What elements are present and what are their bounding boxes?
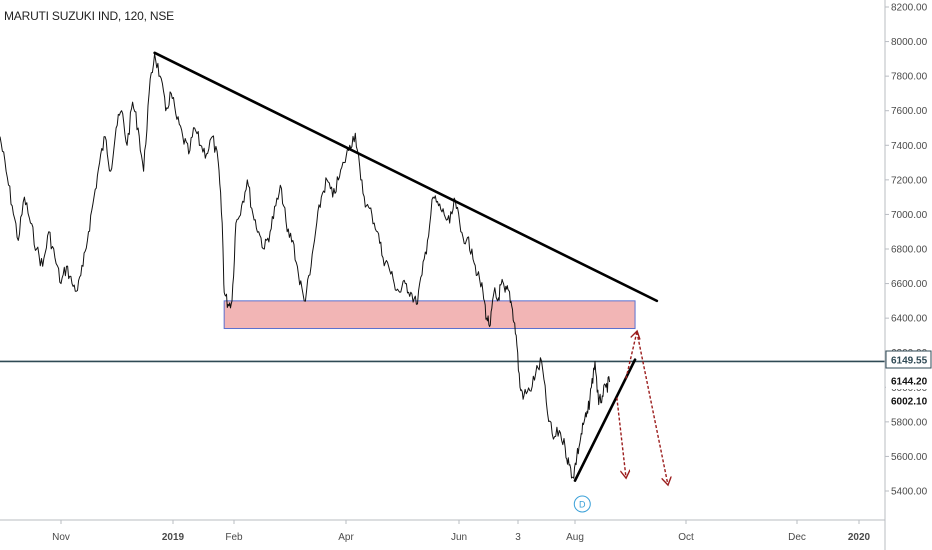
projection-arrow xyxy=(616,397,626,478)
y-tick-label: 6800.00 xyxy=(891,245,928,256)
y-tick-label: 5800.00 xyxy=(891,417,928,428)
trendline xyxy=(153,51,659,303)
price-label-value: 6149.55 xyxy=(891,356,928,367)
trendline xyxy=(573,358,637,482)
projection-arrow xyxy=(636,331,668,484)
price-label-bg xyxy=(885,350,932,369)
y-tick-label: 7400.00 xyxy=(891,141,928,152)
price-label-bg xyxy=(886,392,931,409)
x-tick-label: 2020 xyxy=(848,532,871,543)
event-marker-layer: D xyxy=(573,495,591,513)
price-label-layer: 6149.55 6144.20 6002.10 xyxy=(885,350,932,409)
y-tick-label: 7000.00 xyxy=(891,210,928,221)
projection-arrow xyxy=(625,332,637,379)
y-tick-label: 5600.00 xyxy=(891,452,928,463)
y-tick-label: 7800.00 xyxy=(891,72,928,83)
price-label-bg xyxy=(886,372,931,389)
trendline-layer xyxy=(153,51,659,482)
price-label: 6002.10 xyxy=(886,392,931,409)
y-tick-label: 8200.00 xyxy=(891,3,928,14)
x-tick-label: 3 xyxy=(515,532,521,543)
y-tick-label: 8000.00 xyxy=(891,37,928,48)
price-label-value: 6144.20 xyxy=(891,377,928,388)
dividend-marker xyxy=(573,495,591,513)
y-tick-label: 6400.00 xyxy=(891,314,928,325)
x-tick-label: Apr xyxy=(338,532,354,543)
price-series-line xyxy=(0,53,611,479)
y-tick-label: 7600.00 xyxy=(891,106,928,117)
support-zone xyxy=(223,300,636,330)
support-zone-layer xyxy=(223,300,636,330)
price-label: 6149.55 xyxy=(885,350,932,369)
price-label-value: 6002.10 xyxy=(891,397,928,408)
x-tick-label: Feb xyxy=(225,532,243,543)
x-tick-label: Aug xyxy=(566,532,584,543)
arrow-layer xyxy=(616,331,668,484)
x-tick-label: Jun xyxy=(451,532,467,543)
price-line-layer xyxy=(0,53,611,479)
chart-title: MARUTI SUZUKI IND, 120, NSE xyxy=(4,9,174,23)
y-tick-label: 5400.00 xyxy=(891,487,928,498)
price-label: 6144.20 xyxy=(886,372,931,389)
y-tick-label: 6600.00 xyxy=(891,279,928,290)
x-tick-label: Oct xyxy=(678,532,694,543)
x-tick-label: Nov xyxy=(52,532,70,543)
x-tick-label: Dec xyxy=(788,532,806,543)
y-tick-label: 7200.00 xyxy=(891,175,928,186)
x-tick-label: 2019 xyxy=(162,532,185,543)
dividend-marker-letter: D xyxy=(579,500,586,510)
